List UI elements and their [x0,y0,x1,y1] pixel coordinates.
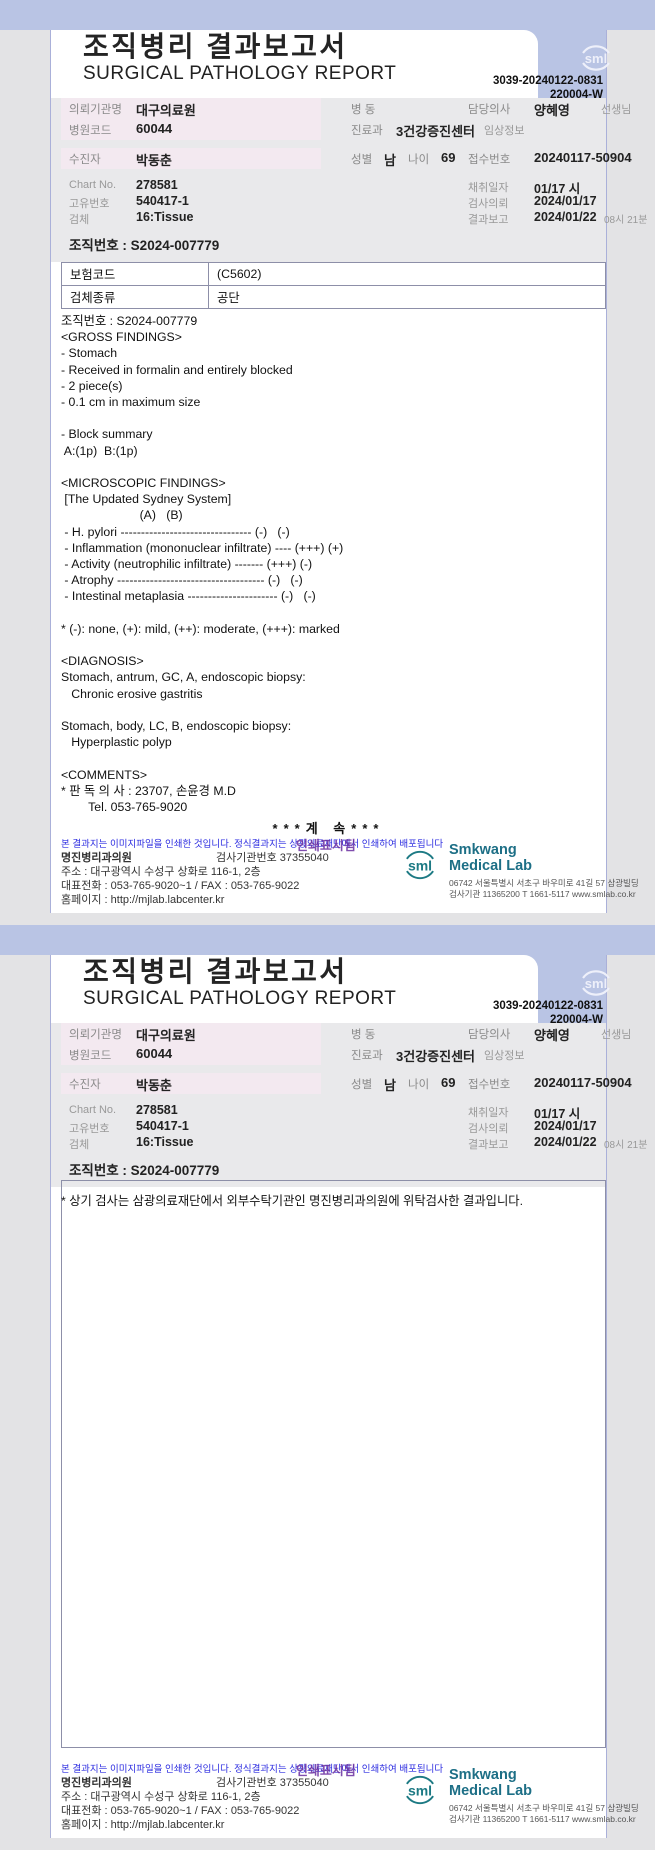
svg-text:sml: sml [408,1782,432,1798]
svg-text:sml: sml [585,976,607,991]
svg-text:sml: sml [585,51,607,66]
svg-text:sml: sml [408,857,432,873]
